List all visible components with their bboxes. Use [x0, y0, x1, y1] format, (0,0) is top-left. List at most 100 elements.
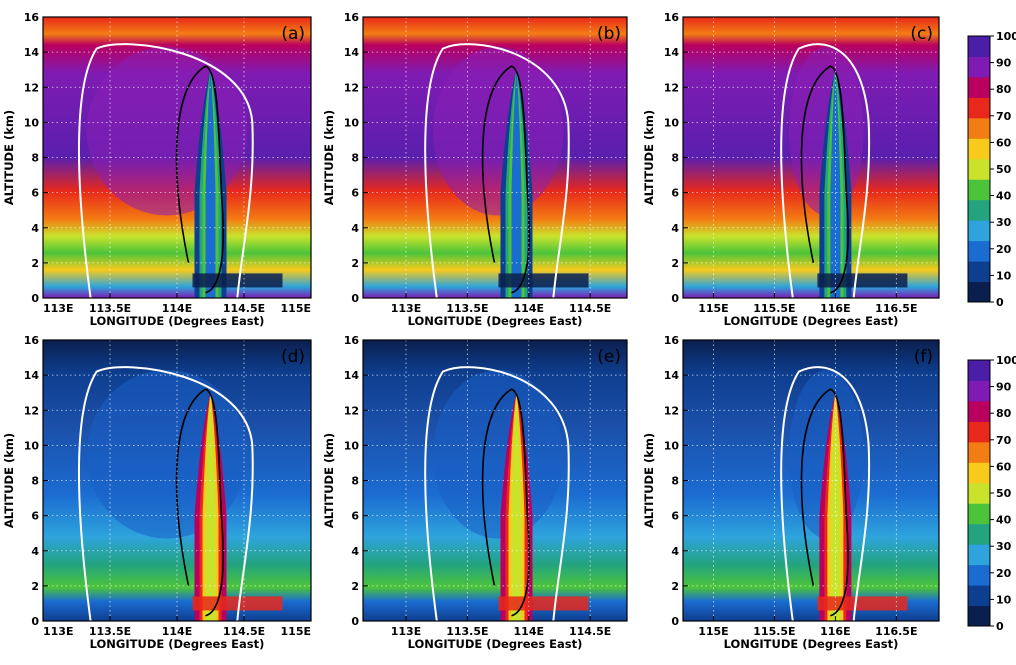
- x-tick-label: 113.5E: [446, 625, 488, 638]
- panel-b: 0 2 4 6 8 10 12 14 16 113E 113.5E 114E 114.5ELONGITU…: [322, 11, 628, 328]
- y-tick-label: 14: [344, 369, 360, 382]
- x-tick-label: 113.5E: [89, 302, 131, 315]
- colorbar-bottom: 0 10 20 30 40 50 60 70 80 90 100: [967, 354, 1016, 633]
- colorbar-swatch: [968, 36, 990, 57]
- x-axis-label: LONGITUDE (Degrees East): [90, 314, 265, 328]
- colorbar-top: 0 10 20 30 40 50 60 70 80 90 100: [967, 30, 1016, 309]
- colorbar-swatch: [968, 261, 990, 283]
- y-tick-label: 16: [344, 334, 360, 347]
- x-tick-label: 114.5E: [223, 302, 265, 315]
- panel-label: (c): [910, 24, 933, 44]
- heatmap-field: [43, 17, 311, 298]
- colorbar-tick-label: 20: [996, 243, 1012, 256]
- y-tick-label: 2: [671, 257, 679, 270]
- x-tick-label: 113E: [391, 302, 421, 315]
- y-axis-label: ALTITUDE (km): [322, 110, 336, 205]
- panel-d: 0 2 4 6 8 10 12 14 16 113E 113.5E 114E 114.5E 115E LON…: [2, 334, 312, 651]
- y-tick-label: 2: [351, 257, 359, 270]
- colorbar-swatch: [968, 585, 990, 607]
- colorbar-swatch: [968, 281, 990, 303]
- x-tick-label: 115E: [698, 625, 728, 638]
- x-tick-label: 114E: [514, 625, 544, 638]
- colorbar-tick-label: 10: [996, 269, 1012, 282]
- y-tick-label: 14: [664, 369, 680, 382]
- heatmap-field: [363, 340, 627, 621]
- y-axis-label: ALTITUDE (km): [642, 110, 656, 205]
- heatmap-field: [683, 340, 939, 621]
- panel-a: 0 2 4 6 8 10 12 14 16 113E 113.5E 114E 114.5E 115E LON…: [2, 11, 312, 328]
- y-tick-label: 10: [344, 439, 360, 452]
- colorbar-swatch: [968, 179, 990, 201]
- panel-label: (e): [597, 347, 621, 367]
- colorbar-tick-label: 40: [996, 514, 1012, 527]
- panel-label: (f): [914, 347, 933, 367]
- y-tick-label: 0: [351, 615, 359, 628]
- y-tick-label: 6: [671, 510, 679, 523]
- colorbar-tick-label: 60: [996, 136, 1012, 149]
- y-tick-label: 2: [351, 580, 359, 593]
- colorbar-swatch: [968, 76, 990, 98]
- x-axis-label: LONGITUDE (Degrees East): [90, 637, 265, 651]
- colorbar-swatch: [968, 400, 990, 422]
- y-tick-label: 16: [24, 334, 40, 347]
- colorbar-tick-label: 60: [996, 460, 1012, 473]
- x-axis-label: LONGITUDE (Degrees East): [724, 314, 899, 328]
- y-tick-label: 6: [31, 510, 39, 523]
- colorbar-tick-label: 30: [996, 540, 1012, 553]
- y-tick-label: 12: [664, 404, 679, 417]
- colorbar-swatch: [968, 380, 990, 402]
- y-tick-label: 14: [24, 369, 40, 382]
- y-tick-label: 4: [351, 545, 359, 558]
- colorbar-tick-label: 50: [996, 487, 1012, 500]
- colorbar-swatch: [968, 138, 990, 160]
- x-tick-label: 114.5E: [569, 625, 611, 638]
- x-tick-label: 115.5E: [753, 625, 795, 638]
- y-tick-label: 8: [671, 152, 679, 165]
- y-tick-label: 4: [671, 222, 679, 235]
- panel-label: (d): [281, 347, 305, 367]
- x-axis-label: LONGITUDE (Degrees East): [408, 314, 583, 328]
- colorbar-tick-label: 30: [996, 216, 1012, 229]
- colorbar-tick-label: 90: [996, 57, 1012, 70]
- colorbar-tick-label: 100: [996, 30, 1016, 43]
- y-tick-label: 12: [344, 81, 359, 94]
- colorbar-swatch: [968, 117, 990, 139]
- colorbar-swatch: [968, 199, 990, 221]
- y-tick-label: 16: [344, 11, 360, 24]
- x-tick-label: 115E: [281, 625, 311, 638]
- y-tick-label: 10: [664, 116, 680, 129]
- colorbar-swatch: [968, 462, 990, 484]
- y-tick-label: 0: [671, 292, 679, 305]
- x-tick-label: 114E: [162, 625, 192, 638]
- x-axis-label: LONGITUDE (Degrees East): [408, 637, 583, 651]
- y-tick-label: 10: [664, 439, 680, 452]
- colorbar-swatch: [968, 441, 990, 463]
- colorbar-tick-label: 0: [996, 620, 1004, 633]
- y-tick-label: 14: [344, 46, 360, 59]
- colorbar-tick-label: 20: [996, 567, 1012, 580]
- y-tick-label: 4: [351, 222, 359, 235]
- x-tick-label: 116.5E: [875, 625, 917, 638]
- x-tick-label: 114E: [514, 302, 544, 315]
- colorbar-swatch: [968, 605, 990, 627]
- colorbar-swatch: [968, 523, 990, 545]
- y-tick-label: 6: [671, 187, 679, 200]
- colorbar-tick-label: 70: [996, 434, 1012, 447]
- x-tick-label: 113E: [43, 302, 73, 315]
- colorbar-swatch: [968, 503, 990, 525]
- colorbar-tick-label: 100: [996, 354, 1016, 367]
- colorbar-swatch: [968, 158, 990, 180]
- y-tick-label: 12: [664, 81, 679, 94]
- heatmap-field: [43, 340, 311, 621]
- x-tick-label: 116.5E: [875, 302, 917, 315]
- colorbar-swatch: [968, 421, 990, 443]
- colorbar-swatch: [968, 240, 990, 262]
- x-tick-label: 114E: [162, 302, 192, 315]
- y-tick-label: 12: [24, 404, 39, 417]
- heatmap-field: [683, 17, 939, 298]
- x-tick-label: 115E: [281, 302, 311, 315]
- y-tick-label: 0: [31, 615, 39, 628]
- x-tick-label: 113.5E: [446, 302, 488, 315]
- y-tick-label: 14: [24, 46, 40, 59]
- colorbar-tick-label: 10: [996, 593, 1012, 606]
